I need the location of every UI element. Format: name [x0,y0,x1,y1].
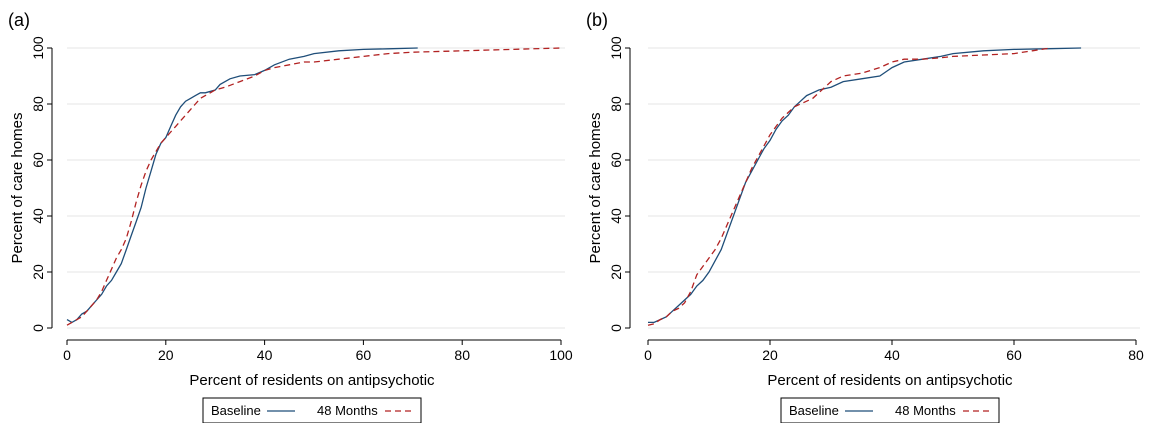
x-tick-label: 80 [454,347,470,363]
x-axis-label: Percent of residents on antipsychotic [767,372,1013,389]
panel-label: (a) [8,10,30,30]
x-axis-label: Percent of residents on antipsychotic [189,372,435,389]
y-tick-label: 0 [30,324,46,332]
legend-label-48-months: 48 Months [317,403,378,418]
x-tick-label: 60 [356,347,372,363]
y-axis-label: Percent of care homes [587,113,604,264]
legend-label-baseline: Baseline [789,403,839,418]
x-tick-label: 80 [1128,347,1144,363]
legend-box [780,397,1000,423]
panel-label: (b) [586,10,608,30]
y-tick-label: 60 [608,152,624,168]
y-tick-label: 100 [30,36,46,60]
chart-panel-a: (a) 0 20 40 60 80 100 0 20 40 60 80 100 Percent of ca… [8,10,573,423]
legend-label-baseline: Baseline [211,403,261,418]
x-tick-label: 100 [549,347,573,363]
x-tick-label: 40 [257,347,273,363]
y-axis-label: Percent of care homes [9,113,26,264]
legend-label-48-months: 48 Months [895,403,956,418]
x-tick-label: 40 [884,347,900,363]
y-tick-label: 40 [608,208,624,224]
y-tick-label: 0 [608,324,624,332]
y-tick-label: 20 [608,264,624,280]
y-tick-label: 60 [30,152,46,168]
legend-box [202,397,422,423]
series-line-48-months [647,47,1051,326]
x-tick-label: 60 [1006,347,1022,363]
series-line-48-months [66,47,562,326]
series-line-baseline [648,47,1082,324]
y-tick-label: 80 [608,96,624,112]
x-tick-label: 0 [644,347,652,363]
x-tick-label: 20 [762,347,778,363]
y-tick-label: 100 [608,36,624,60]
y-tick-label: 80 [30,96,46,112]
x-tick-label: 0 [63,347,71,363]
series-line-baseline [66,47,418,324]
y-tick-label: 40 [30,208,46,224]
x-tick-label: 20 [158,347,174,363]
y-tick-label: 20 [30,264,46,280]
chart-svg-a: (a) 0 20 40 60 80 100 0 20 40 60 80 100 Percent of ca… [8,10,573,423]
chart-panel-b: (b) 0 20 40 60 80 100 0 20 40 60 80 Percent of care … [578,0,1149,423]
